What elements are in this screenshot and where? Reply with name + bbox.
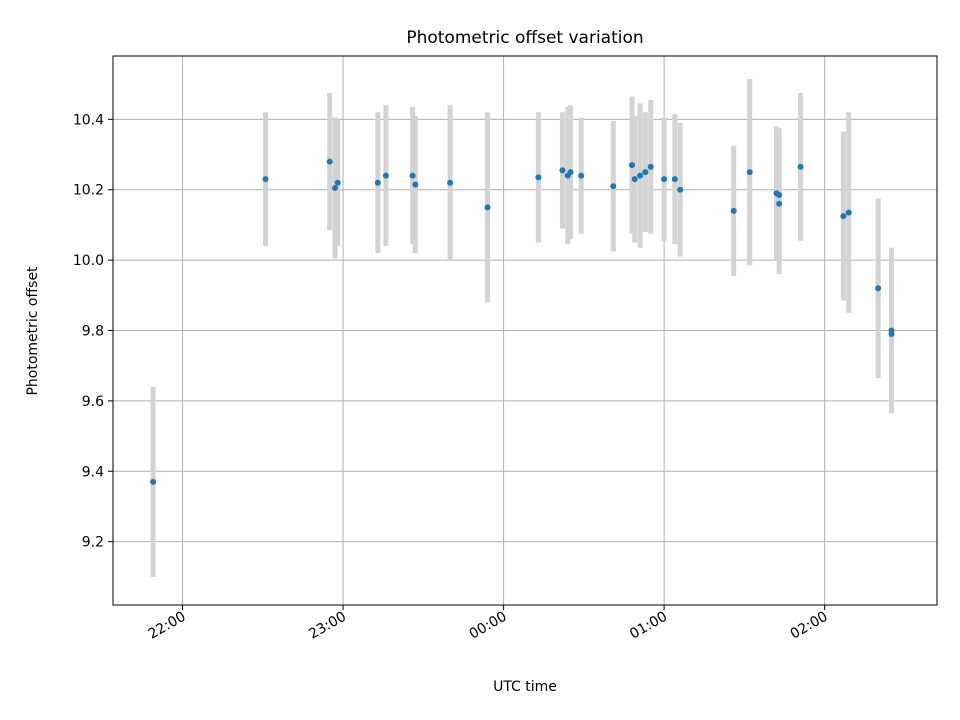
data-point [776, 192, 783, 199]
data-point [447, 179, 454, 186]
data-point [559, 167, 566, 174]
y-tick-label: 9.2 [82, 535, 104, 551]
data-point [888, 327, 895, 334]
y-tick-label: 10.0 [73, 253, 104, 269]
data-point [262, 176, 269, 183]
y-tick-label: 10.4 [73, 112, 104, 128]
y-axis-label: Photometric offset [25, 266, 41, 396]
data-point [661, 176, 668, 183]
data-point [637, 172, 644, 179]
data-point [671, 176, 678, 183]
data-point [845, 209, 852, 216]
data-point [642, 169, 649, 176]
data-point [610, 183, 617, 190]
data-point [326, 158, 333, 165]
y-axis-ticks: 9.2 9.4 9.6 9.8 10.0 10.2 10.4 [73, 112, 113, 551]
data-point [332, 184, 339, 191]
data-point [150, 478, 157, 485]
data-point [631, 176, 638, 183]
data-point [677, 186, 684, 193]
data-point [567, 169, 574, 176]
data-point [535, 174, 542, 181]
data-point [412, 181, 419, 188]
y-tick-label: 9.6 [82, 394, 104, 410]
data-point [578, 172, 585, 179]
data-point [797, 163, 804, 170]
chart-title: Photometric offset variation [406, 28, 643, 48]
data-point [334, 179, 341, 186]
y-tick-label: 10.2 [73, 183, 104, 199]
data-point [409, 172, 416, 179]
data-point [746, 169, 753, 176]
y-tick-label: 9.8 [82, 324, 104, 340]
data-point [484, 204, 491, 211]
data-point [730, 207, 737, 214]
data-point [875, 285, 882, 292]
data-point [840, 213, 847, 220]
data-point [382, 172, 389, 179]
data-point [374, 179, 381, 186]
data-point [629, 162, 636, 169]
data-point [647, 163, 654, 170]
data-point [776, 200, 783, 207]
point-layer [150, 158, 895, 485]
y-tick-label: 9.4 [82, 464, 104, 480]
x-axis-label: UTC time [493, 679, 557, 695]
